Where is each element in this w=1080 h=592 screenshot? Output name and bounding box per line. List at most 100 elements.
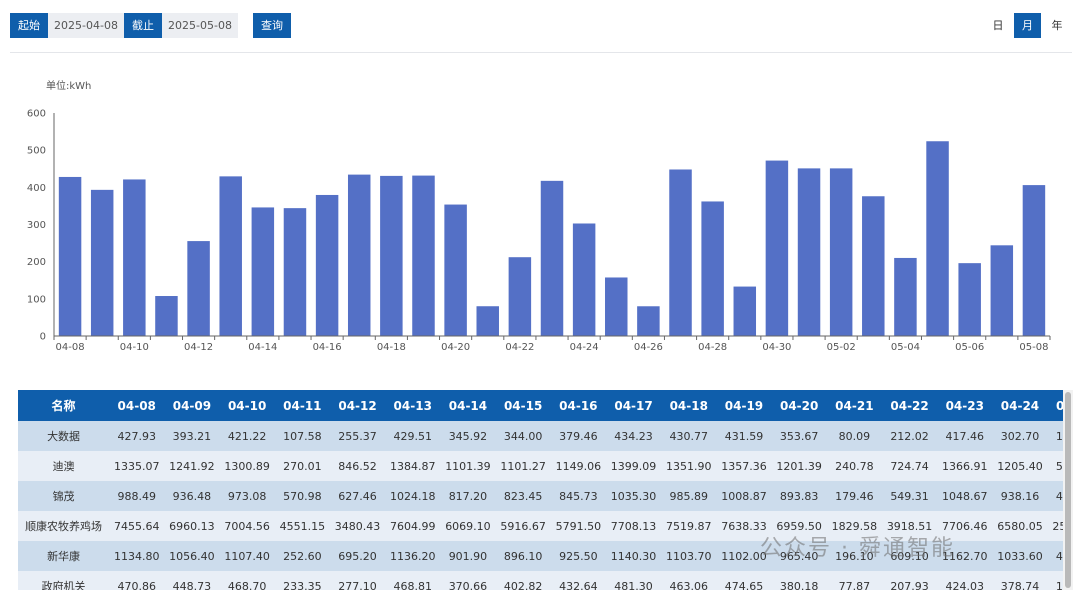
value-cell: 5916.67	[495, 511, 551, 541]
value-cell: 277.10	[329, 571, 386, 590]
header-name: 名称	[18, 390, 110, 421]
x-tick-label: 04-28	[698, 342, 727, 353]
value-cell: 1399.09	[605, 451, 662, 481]
bar-04-26[interactable]	[637, 306, 660, 336]
bar-05-07[interactable]	[990, 245, 1014, 336]
value-cell: 901.90	[440, 541, 496, 571]
bar-04-25[interactable]	[605, 277, 628, 336]
value-cell: 233.35	[274, 571, 330, 590]
bar-04-17[interactable]	[347, 174, 371, 336]
bar-04-21[interactable]	[476, 306, 499, 336]
row-name-cell: 政府机关	[18, 571, 110, 590]
x-tick-label: 04-20	[441, 342, 470, 353]
bar-04-08[interactable]	[58, 176, 82, 336]
bar-04-18[interactable]	[380, 175, 403, 336]
value-cell: 255.37	[329, 421, 386, 451]
chart-unit-label: 单位:kWh	[46, 81, 92, 92]
header-date: 04-12	[329, 390, 386, 421]
value-cell: 1140.30	[605, 541, 662, 571]
bar-04-14[interactable]	[251, 207, 275, 336]
bar-04-13[interactable]	[219, 176, 242, 336]
table-row: 顺康农牧养鸡场 7455.64 6960.13 7004.56 4551.15 3480.…	[18, 511, 1063, 541]
header-date: 04-21	[826, 390, 882, 421]
bar-05-02[interactable]	[829, 168, 853, 336]
x-tick-label: 04-26	[634, 342, 663, 353]
row-name-cell: 新华康	[18, 541, 110, 571]
x-tick-label: 05-04	[891, 342, 920, 353]
value-cell: 724.74	[881, 451, 938, 481]
x-tick-label: 04-18	[377, 342, 406, 353]
value-cell: 1149.06	[550, 451, 606, 481]
bar-04-09[interactable]	[90, 189, 114, 336]
row-name-cell: 锦茂	[18, 481, 110, 511]
period-month-button[interactable]: 月	[1014, 13, 1041, 38]
header-date: 04-08	[109, 390, 165, 421]
bar-04-16[interactable]	[315, 194, 339, 336]
period-year-button[interactable]: 年	[1051, 19, 1063, 32]
value-cell: 846.52	[329, 451, 386, 481]
row-name-cell: 顺康农牧养鸡场	[18, 511, 110, 541]
bar-05-08[interactable]	[1022, 185, 1046, 336]
bar-04-23[interactable]	[540, 180, 564, 336]
table-row: 大数据 427.93 393.21 421.22 107.58 255.37 429.51 3…	[18, 421, 1063, 451]
bar-04-11[interactable]	[155, 296, 178, 336]
value-cell: 938.16	[992, 481, 1048, 511]
bar-04-12[interactable]	[187, 241, 210, 336]
x-tick-label: 04-16	[313, 342, 342, 353]
value-cell: 431.59	[716, 421, 772, 451]
value-cell: 570.98	[274, 481, 330, 511]
bar-05-05[interactable]	[926, 141, 949, 336]
bar-05-01[interactable]	[797, 168, 821, 336]
value-cell: 5791.50	[550, 511, 606, 541]
header-date: 04-13	[385, 390, 441, 421]
value-cell: 207.93	[881, 571, 938, 590]
value-cell: 393.21	[164, 421, 220, 451]
header-date: 04-17	[605, 390, 662, 421]
end-date-input[interactable]: 2025-05-08	[162, 13, 238, 38]
value-cell: 6959.50	[771, 511, 827, 541]
bar-04-30[interactable]	[765, 160, 789, 336]
value-cell: 1829.58	[826, 511, 882, 541]
header-date: 04-23	[937, 390, 993, 421]
bar-05-04[interactable]	[894, 257, 917, 336]
table-scrollbar-thumb[interactable]	[1065, 392, 1071, 588]
bar-04-29[interactable]	[733, 286, 757, 336]
value-cell: 3480.43	[329, 511, 386, 541]
value-cell: 421.22	[219, 421, 275, 451]
value-cell: 107.58	[274, 421, 330, 451]
x-tick-label: 05-02	[827, 342, 856, 353]
value-cell: 936.48	[164, 481, 220, 511]
value-cell: 845.73	[550, 481, 606, 511]
value-cell: 1136.20	[385, 541, 441, 571]
value-cell: 157.45	[1047, 421, 1063, 451]
value-cell: 1048.67	[937, 481, 993, 511]
value-cell: 302.70	[992, 421, 1048, 451]
value-cell: 3918.51	[881, 511, 938, 541]
y-tick-label: 600	[27, 109, 46, 120]
bar-05-03[interactable]	[862, 196, 885, 336]
bar-04-28[interactable]	[701, 201, 724, 336]
x-tick-label: 04-12	[184, 342, 213, 353]
bar-04-27[interactable]	[669, 169, 692, 336]
bar-05-06[interactable]	[958, 263, 981, 336]
bar-04-24[interactable]	[572, 223, 596, 336]
value-cell: 378.74	[992, 571, 1048, 590]
value-cell: 817.20	[440, 481, 496, 511]
row-name-cell: 迪澳	[18, 451, 110, 481]
bar-04-19[interactable]	[412, 175, 435, 336]
bar-04-15[interactable]	[283, 208, 307, 336]
bar-04-10[interactable]	[123, 179, 146, 336]
bar-04-22[interactable]	[508, 257, 532, 336]
x-tick-label: 04-30	[762, 342, 791, 353]
value-cell: 7604.99	[385, 511, 441, 541]
query-button[interactable]: 查询	[253, 13, 291, 38]
value-cell: 1103.70	[661, 541, 717, 571]
x-tick-label: 04-24	[570, 342, 599, 353]
header-date: 04-24	[992, 390, 1048, 421]
y-tick-label: 100	[27, 294, 46, 305]
value-cell: 196.10	[826, 541, 882, 571]
start-date-input[interactable]: 2025-04-08	[48, 13, 124, 38]
value-cell: 344.00	[495, 421, 551, 451]
bar-04-20[interactable]	[444, 204, 467, 336]
period-day-button[interactable]: 日	[992, 19, 1004, 32]
